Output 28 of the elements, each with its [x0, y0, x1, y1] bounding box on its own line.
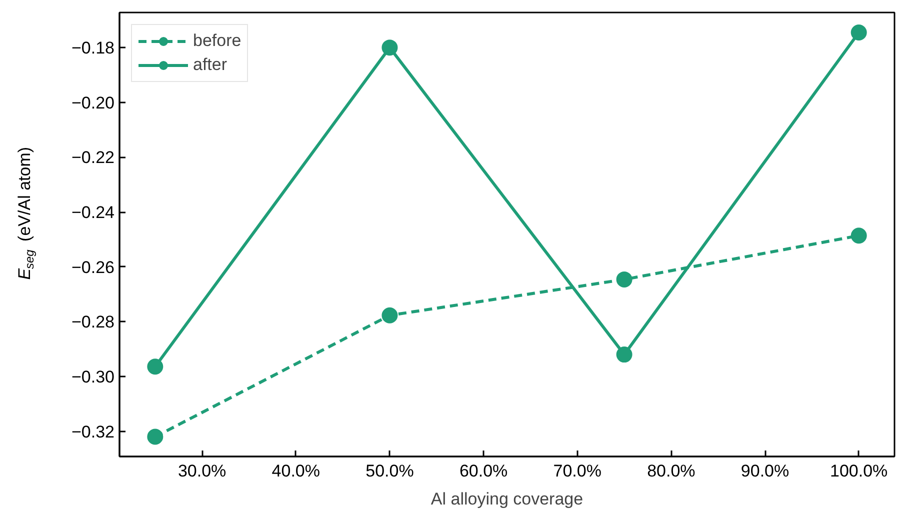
x-tick-label: 50.0% — [366, 462, 414, 480]
point — [382, 40, 398, 56]
x-tick-label: 40.0% — [272, 462, 320, 480]
y-tick-label: −0.24 — [71, 203, 114, 222]
y-tick-label: −0.28 — [71, 312, 114, 332]
y-axis-title: Eseg (eV/Al atom) — [15, 146, 36, 280]
point — [147, 358, 164, 375]
y-tick-label: −0.26 — [71, 258, 114, 277]
legend-label: before — [193, 31, 242, 51]
point — [616, 271, 632, 288]
x-tick-label: 90.0% — [740, 462, 790, 480]
point — [850, 228, 867, 244]
y-tick-label: −0.18 — [71, 38, 114, 58]
x-tick-label: 30.0% — [178, 462, 226, 480]
x-tick-label: 70.0% — [553, 462, 602, 480]
x-tick-label: 80.0% — [647, 462, 696, 480]
x-tick-label: 60.0% — [459, 462, 508, 480]
y-tick-label: −0.20 — [71, 93, 114, 112]
y-tick-label: −0.22 — [71, 148, 114, 168]
y-tick-label: −0.32 — [71, 422, 114, 442]
point — [382, 307, 398, 324]
legend-label: after — [193, 55, 228, 75]
point — [850, 24, 867, 40]
x-tick-label: 100.0% — [830, 462, 888, 480]
point — [616, 346, 632, 363]
x-axis-title: Al alloying coverage — [430, 490, 584, 508]
point — [147, 428, 164, 445]
y-tick-label: −0.30 — [71, 367, 114, 386]
